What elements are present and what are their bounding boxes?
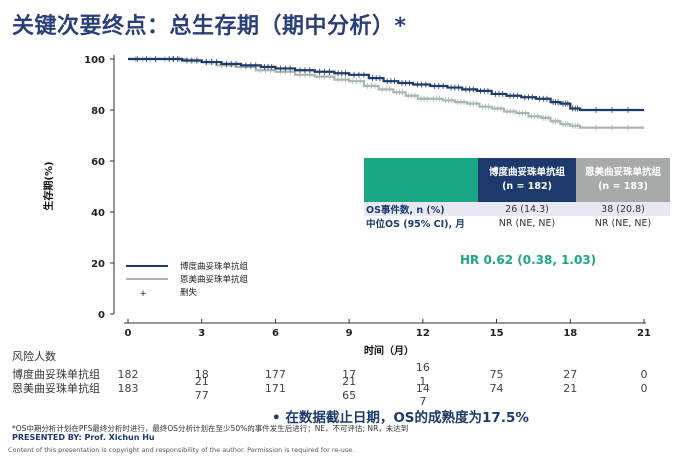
maturity-bullet: • 在数据截止日期，OS的成熟度为17.5% (272, 410, 529, 426)
table-cell: 38 (20.8) (576, 202, 670, 216)
risk-count: 18 (195, 368, 209, 381)
curve-arm-a (128, 57, 644, 112)
risk-row-label: 博度曲妥珠单抗组 (12, 367, 100, 381)
chart-curves (128, 56, 644, 131)
risk-count: 182 (118, 368, 139, 381)
risk-count: 65 (342, 389, 356, 402)
y-tick-label: 40 (91, 208, 105, 219)
risk-count: 7 (419, 395, 426, 408)
y-tick-label: 0 (98, 310, 105, 321)
risk-count: 0 (641, 382, 648, 395)
legend-censor-symbol: + (139, 289, 146, 299)
risk-count: 171 (265, 382, 286, 395)
risk-count: 17 (342, 368, 356, 381)
risk-row-label: 恩美曲妥珠单抗组 (12, 381, 100, 395)
y-tick-label: 20 (91, 259, 105, 270)
x-axis-title: 时间（月） (364, 344, 414, 357)
y-axis-title: 生存期(%) (42, 161, 55, 210)
row-label: OS事件数, n (%) (364, 202, 478, 216)
slide-title: 关键次要终点：总生存期（期中分析）* (12, 14, 407, 39)
y-tick-label: 80 (91, 106, 105, 117)
row-label: 中位OS (95% CI), 月 (364, 216, 478, 230)
summary-header-arm-b: 恩美曲妥珠单抗组 (n = 183) (576, 158, 670, 202)
table-cell: NR (NE, NE) (478, 216, 576, 230)
legend-entry: 恩美曲妥珠单抗组 (180, 274, 249, 285)
summary-header-blank (364, 158, 478, 202)
risk-count: 21 (563, 382, 577, 395)
x-tick-label: 21 (637, 328, 651, 339)
legend-entry: 博度曲妥珠单抗组 (180, 261, 249, 272)
y-tick-label: 100 (84, 55, 105, 66)
chart-axes: 0 20 40 60 80 100 0 3 6 9 12 15 18 21 生存期(%) 时间（月） (42, 55, 651, 357)
hazard-ratio-label: HR 0.62 (0.38, 1.03) (460, 253, 596, 267)
risk-count: 0 (641, 368, 648, 381)
table-row: OS事件数, n (%) 26 (14.3) 38 (20.8) (364, 202, 670, 216)
risk-count: 1 (419, 375, 426, 388)
footnote: *OS中期分析计划在PFS最终分析时进行，最终OS分析计划在至少50%的事件发生… (12, 424, 409, 433)
x-tick-label: 15 (490, 328, 504, 339)
legend-entry: 删失 (180, 287, 198, 298)
summary-header-arm-a: 博度曲妥珠单抗组 (n = 182) (478, 158, 576, 202)
x-tick-label: 6 (272, 328, 279, 339)
x-tick-label: 0 (125, 328, 132, 339)
risk-count: 74 (490, 382, 504, 395)
summary-table: 博度曲妥珠单抗组 (n = 182) 恩美曲妥珠单抗组 (n = 183) OS事件… (364, 158, 670, 230)
table-row: 中位OS (95% CI), 月 NR (NE, NE) NR (NE, NE) (364, 216, 670, 230)
risk-count: 21 (342, 375, 356, 388)
risk-count: 77 (195, 389, 209, 402)
risk-count: 16 (416, 361, 430, 374)
risk-count: 183 (118, 382, 139, 395)
risk-count: 14 (416, 382, 430, 395)
x-tick-label: 3 (198, 328, 205, 339)
risk-table-title: 风险人数 (12, 349, 56, 363)
x-tick-label: 12 (416, 328, 430, 339)
curve-arm-b (128, 57, 644, 129)
risk-count: 27 (563, 368, 577, 381)
x-tick-label: 18 (563, 328, 577, 339)
y-tick-label: 60 (91, 157, 105, 168)
table-cell: NR (NE, NE) (576, 216, 670, 230)
table-cell: 26 (14.3) (478, 202, 576, 216)
risk-count: 75 (490, 368, 504, 381)
risk-count: 21 (195, 375, 209, 388)
risk-count: 177 (265, 368, 286, 381)
copyright-notice: Content of this presentation is copyrigh… (8, 446, 355, 454)
x-tick-label: 9 (346, 328, 353, 339)
presented-by: PRESENTED BY: Prof. Xichun Hu (12, 433, 155, 442)
